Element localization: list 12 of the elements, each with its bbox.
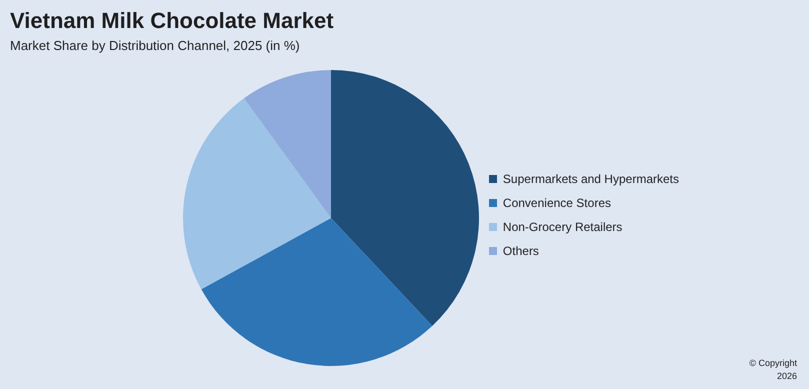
pie-slice — [331, 70, 479, 326]
pie-slice — [244, 70, 331, 218]
chart-subtitle: Market Share by Distribution Channel, 2025 (in %) — [10, 38, 300, 53]
text: © Copyright — [749, 357, 797, 370]
chart-title: Vietnam Milk Chocolate Market — [10, 8, 334, 34]
pie-slice — [201, 218, 432, 366]
legend-label: Non-Grocery Retailers — [502, 219, 622, 236]
legend-label: Supermarkets and Hypermarkets — [502, 171, 679, 188]
legend-label: Others — [502, 243, 539, 260]
legend-label: Convenience Stores — [502, 195, 611, 212]
text: 2026 — [776, 370, 797, 383]
pie-slice — [183, 98, 331, 290]
